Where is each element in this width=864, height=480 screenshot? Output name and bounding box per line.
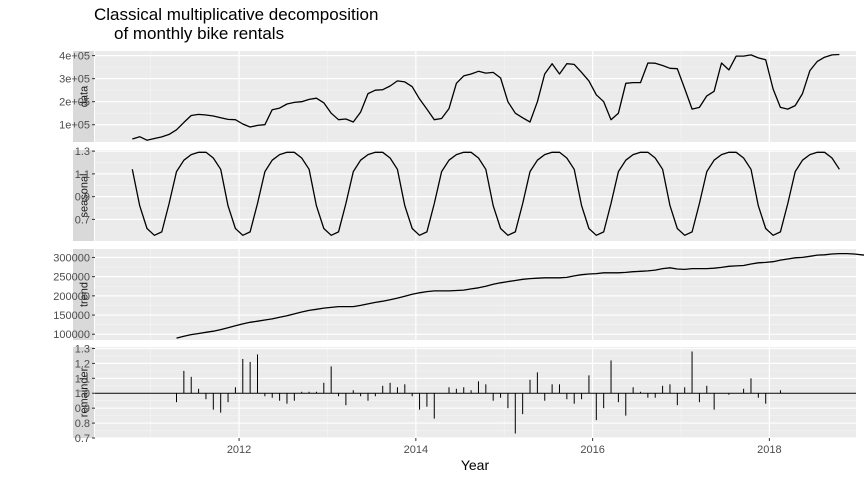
x-axis-title: Year: [461, 457, 490, 473]
series-line-data: [132, 53, 840, 141]
panel-label-data: data: [79, 85, 91, 107]
y-tick-label: 3e+05: [59, 74, 90, 86]
y-tick-label: 0.7: [75, 214, 90, 226]
panel-background-trend: [95, 249, 856, 340]
x-tick-label: 2016: [580, 444, 604, 456]
panel-data: data 1e+05 2e+05 3e+05 4e+05: [59, 51, 856, 142]
y-tick-label: 1e+05: [59, 120, 90, 132]
chart-subtitle: of monthly bike rentals: [114, 24, 284, 43]
panel-strip-seasonal: [73, 150, 94, 241]
panel-background-data: [95, 51, 856, 142]
y-tick-label: 0.8: [75, 418, 90, 430]
x-tick-label: 2014: [404, 444, 428, 456]
x-tick-label: 2012: [227, 444, 251, 456]
x-tick-label: 2018: [757, 444, 781, 456]
y-tick-label: 1.2: [75, 358, 90, 370]
y-tick-label: 0.9: [75, 403, 90, 415]
y-tick-label: 200000: [53, 291, 90, 303]
series-line-seasonal: [131, 151, 840, 236]
y-tick-label: 250000: [53, 272, 90, 284]
panel-trend: trend 100000 150000 200000 250000 300000: [53, 249, 864, 341]
y-tick-label: 0.9: [75, 192, 90, 204]
y-tick-label: 300000: [53, 252, 90, 264]
y-tick-label: 1.3: [75, 146, 90, 158]
panel-label-trend: trend: [79, 282, 91, 307]
panel-strip-remainder: [73, 347, 94, 438]
panel-strip-trend: [73, 249, 94, 340]
panel-label-remainder: remainder: [79, 367, 91, 417]
y-tick-label: 4e+05: [59, 51, 90, 63]
chart-title: Classical multiplicative decomposition: [94, 5, 378, 24]
y-tick-label: 0.7: [75, 433, 90, 445]
y-tick-label: 1.0: [75, 388, 90, 400]
panel-background-seasonal: [95, 150, 856, 241]
panel-background-remainder: [95, 347, 856, 438]
x-axis: 2012 2014 2016 2018: [227, 438, 782, 456]
panel-remainder: remainder 0.7 0.8 0.9 1.0 1.1 1.2 1.3: [73, 343, 856, 445]
y-tick-label: 1.1: [75, 169, 90, 181]
y-tick-label: 150000: [53, 310, 90, 322]
panel-strip-data: [73, 51, 94, 142]
y-tick-label: 1.3: [75, 343, 90, 355]
y-tick-label: 2e+05: [59, 97, 90, 109]
series-line-trend: [176, 252, 864, 339]
y-tick-label: 1.1: [75, 373, 90, 385]
panel-label-seasonal: seasonal: [79, 173, 91, 217]
y-tick-label: 100000: [53, 329, 90, 341]
panels-layer: data1e+052e+053e+054e+05seasonal0.70.91.…: [53, 51, 864, 445]
